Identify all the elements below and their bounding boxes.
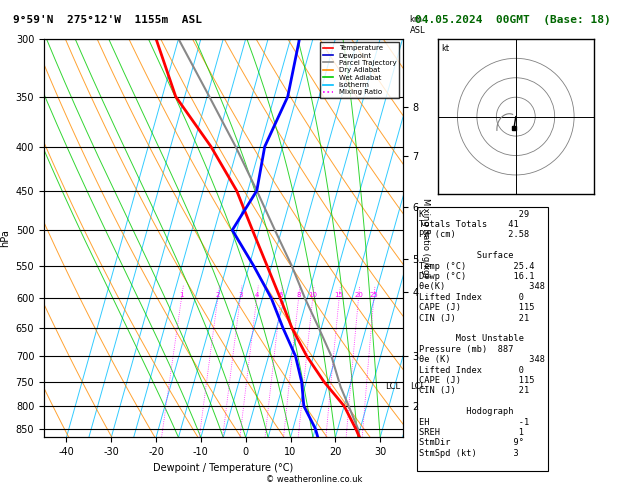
Legend: Temperature, Dewpoint, Parcel Trajectory, Dry Adiabat, Wet Adiabat, Isotherm, Mi: Temperature, Dewpoint, Parcel Trajectory… xyxy=(320,42,399,98)
Text: 4: 4 xyxy=(255,292,259,298)
Text: 3: 3 xyxy=(238,292,243,298)
Text: 6: 6 xyxy=(279,292,283,298)
Text: 20: 20 xyxy=(354,292,363,298)
Text: 9°59'N  275°12'W  1155m  ASL: 9°59'N 275°12'W 1155m ASL xyxy=(13,15,201,25)
Text: km
ASL: km ASL xyxy=(409,16,425,35)
Text: 1: 1 xyxy=(179,292,184,298)
Text: 8: 8 xyxy=(296,292,301,298)
Text: LCL: LCL xyxy=(409,382,425,391)
Text: LCL: LCL xyxy=(385,382,400,391)
Text: 10: 10 xyxy=(308,292,317,298)
Text: kt: kt xyxy=(441,44,449,52)
Y-axis label: hPa: hPa xyxy=(0,229,10,247)
Text: 2: 2 xyxy=(216,292,220,298)
Text: K                  29
Totals Totals    41
PW (cm)          2.58

           Surf: K 29 Totals Totals 41 PW (cm) 2.58 Surf xyxy=(420,209,545,468)
Y-axis label: Mixing Ratio (g/kg): Mixing Ratio (g/kg) xyxy=(421,198,430,278)
Text: 04.05.2024  00GMT  (Base: 18): 04.05.2024 00GMT (Base: 18) xyxy=(415,15,611,25)
Text: © weatheronline.co.uk: © weatheronline.co.uk xyxy=(266,474,363,484)
Text: 15: 15 xyxy=(335,292,343,298)
Text: 25: 25 xyxy=(369,292,378,298)
X-axis label: Dewpoint / Temperature (°C): Dewpoint / Temperature (°C) xyxy=(153,463,293,473)
